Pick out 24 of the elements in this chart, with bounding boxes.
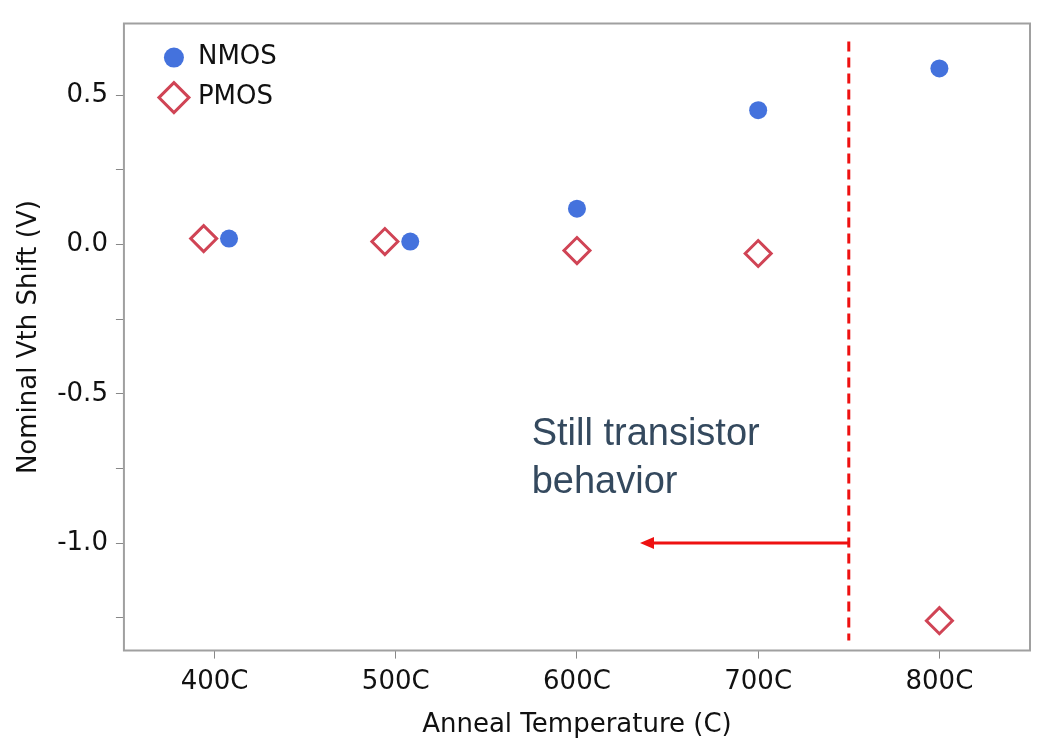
point — [924, 606, 954, 636]
x-axis-title: Anneal Temperature (C) — [422, 708, 732, 739]
x-tick-label: 500C — [361, 664, 430, 695]
x-tick-label: 400C — [180, 664, 249, 695]
point — [930, 59, 949, 78]
y-tick-label: 0.0 — [66, 227, 108, 258]
point — [189, 224, 219, 254]
x-tick-label: 800C — [905, 664, 974, 695]
y-tick-label: 0.5 — [66, 78, 108, 109]
point — [401, 232, 420, 251]
point — [562, 236, 592, 266]
point — [370, 227, 400, 257]
y-tick-label: -0.5 — [57, 376, 108, 407]
legend-label: PMOS — [197, 80, 274, 111]
annotation: Still transistor behavior — [531, 410, 761, 504]
legend-label: NMOS — [197, 40, 277, 71]
y-axis-title: Nominal Vth Shift (V) — [12, 200, 43, 475]
point — [220, 229, 239, 248]
x-tick-label: 700C — [724, 664, 793, 695]
point — [749, 101, 768, 120]
x-tick-label: 600C — [543, 664, 611, 695]
y-tick-label: -1.0 — [57, 525, 108, 556]
point — [743, 239, 773, 268]
point — [567, 199, 586, 218]
